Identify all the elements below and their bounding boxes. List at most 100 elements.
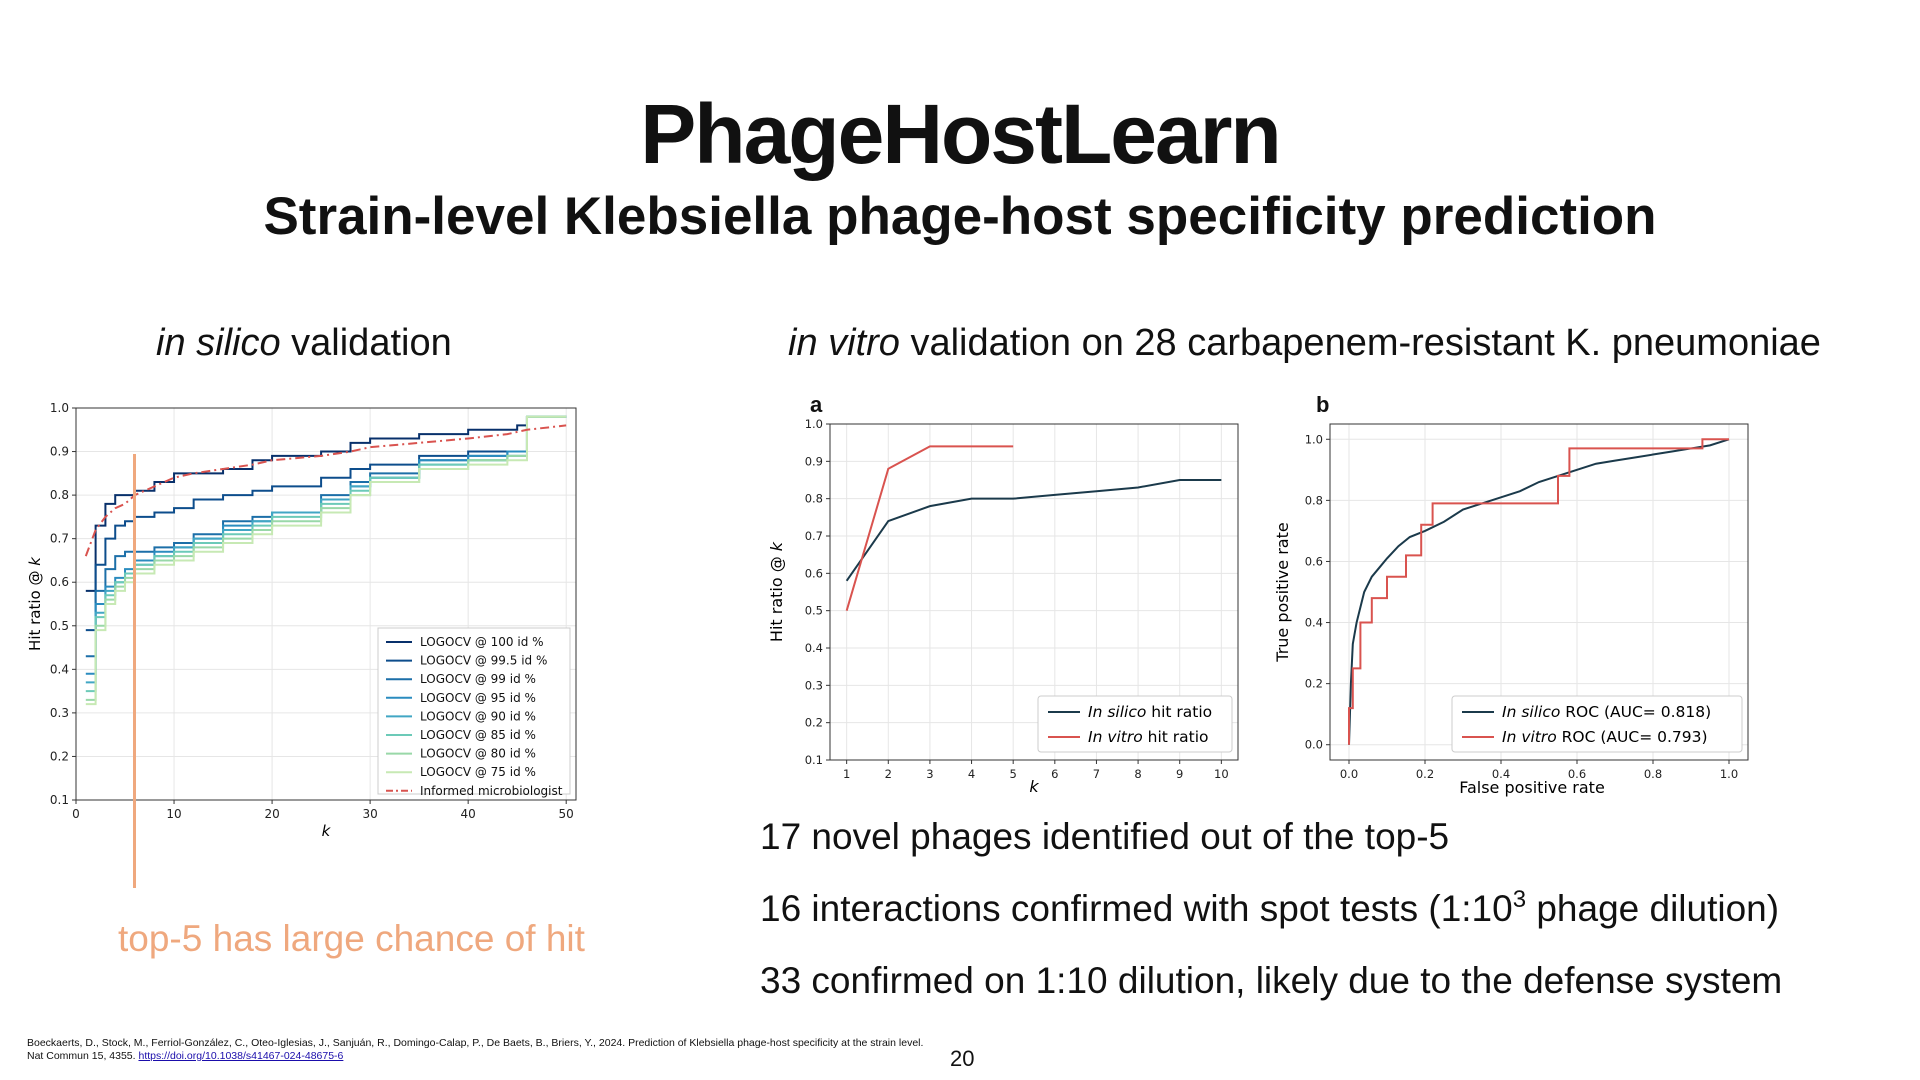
- citation: Boeckaerts, D., Stock, M., Ferriol-Gonzá…: [27, 1037, 927, 1063]
- y-tick-label: 0.5: [805, 604, 823, 618]
- x-tick-label: 50: [559, 807, 574, 821]
- top5-marker-line: [133, 454, 136, 888]
- tick-labels: 1 2 3 4 5 6 7 8 9 10 0.1 0.2 0.3 0.4 0.5 0.6 0.7 0.8 0.9 1.…: [805, 417, 1229, 781]
- y-tick-label: 0.9: [50, 445, 69, 459]
- series-line-0-2: [85, 415, 567, 658]
- x-tick-label: 20: [264, 807, 279, 821]
- y-tick-label: 0.8: [805, 492, 823, 506]
- x-tick-label: 0.4: [1492, 767, 1510, 781]
- y-tick-label: 0.8: [50, 488, 69, 502]
- x-tick-label: 9: [1176, 767, 1183, 781]
- y-tick-label: 0.2: [805, 716, 823, 730]
- y-tick-label: 0.0: [1305, 738, 1323, 752]
- in-vitro-heading-italic: in vitro: [788, 322, 900, 364]
- y-axis-label: Hit ratio @ k: [26, 556, 44, 651]
- chart-legend: LOGOCV @ 100 id % LOGOCV @ 99.5 id % LOGOC…: [377, 627, 571, 798]
- citation-doi-link[interactable]: https://doi.org/10.1038/s41467-024-48675…: [138, 1050, 344, 1062]
- legend-label-in-vitro: In vitro hit ratio: [1088, 728, 1209, 746]
- series-lines: [845, 445, 1222, 611]
- series-line-0-1: [85, 415, 567, 632]
- panel-a-chart: 1 2 3 4 5 6 7 8 9 10 0.1 0.2 0.3 0.4 0.5 0.6 0.7 0.8 0.9 1.…: [767, 417, 1239, 796]
- bullet-spot-tests: 16 interactions confirmed with spot test…: [760, 888, 1780, 929]
- series-line-0-7: [85, 415, 567, 706]
- y-tick-label: 1.0: [50, 401, 69, 415]
- y-tick-label: 0.6: [805, 566, 823, 580]
- legend-label: LOGOCV @ 99.5 id %: [420, 654, 547, 668]
- panel-b-label: b: [1316, 392, 1330, 417]
- legend-label: LOGOCV @ 99 id %: [420, 672, 536, 686]
- plot-frame: [829, 423, 1239, 761]
- x-axis-label: k: [322, 822, 332, 840]
- legend-label: LOGOCV @ 85 id %: [420, 728, 536, 742]
- x-tick-label: 3: [926, 767, 933, 781]
- bullet-novel-phages: 17 novel phages identified out of the to…: [760, 816, 1450, 857]
- y-tick-label: 1.0: [805, 417, 823, 431]
- page-number: 20: [950, 1046, 975, 1071]
- series-line-0-5: [85, 415, 567, 693]
- y-tick-label: 0.2: [50, 749, 69, 763]
- y-tick-label: 1.0: [1305, 432, 1323, 446]
- x-tick-label: 4: [968, 767, 975, 781]
- in-silico-chart: 0 10 20 30 40 50 0.1 0.2 0.3 0.4 0.5 0.6 0.7 0.8 0.9 1.…: [26, 401, 577, 840]
- y-tick-label: 0.7: [805, 529, 823, 543]
- y-tick-label: 0.3: [805, 678, 823, 692]
- y-tick-label: 0.6: [50, 575, 69, 589]
- tick-labels: 0.0 0.2 0.4 0.6 0.8 1.0 0.0 0.2 0.4 0.6 0.8 1.0: [1305, 432, 1738, 781]
- series-line-2-0: [1348, 438, 1730, 745]
- slide-subtitle: Strain-level Klebsiella phage-host speci…: [263, 187, 1657, 246]
- legend-label: LOGOCV @ 90 id %: [420, 709, 536, 723]
- x-tick-label: 10: [1214, 767, 1229, 781]
- legend-box: [1037, 695, 1233, 753]
- bullet-spot-tests-main: 16 interactions confirmed with spot test…: [760, 888, 1513, 929]
- x-tick-label: 1: [843, 767, 850, 781]
- legend-label: LOGOCV @ 100 id %: [420, 635, 544, 649]
- in-silico-heading: in silico validation: [156, 324, 452, 362]
- x-tick-label: 2: [885, 767, 892, 781]
- x-tick-label: 6: [1051, 767, 1058, 781]
- chart-grid: [1330, 424, 1748, 760]
- bullet-dilution: 33 confirmed on 1:10 dilution, likely du…: [760, 960, 1783, 1001]
- bullet-spot-tests-exponent: 3: [1512, 886, 1527, 913]
- x-tick-label: 0.2: [1416, 767, 1434, 781]
- y-tick-label: 0.5: [50, 619, 69, 633]
- legend-label: LOGOCV @ 95 id %: [420, 691, 536, 705]
- y-tick-label: 0.4: [50, 662, 69, 676]
- x-tick-label: 30: [362, 807, 377, 821]
- y-tick-label: 0.7: [50, 532, 69, 546]
- plot-frame: [75, 407, 577, 801]
- x-tick-label: 8: [1134, 767, 1141, 781]
- y-tick-label: 0.4: [1305, 616, 1323, 630]
- tick-labels: 0 10 20 30 40 50 0.1 0.2 0.3 0.4 0.5 0.6 0.7 0.8 0.9 1.…: [50, 401, 574, 821]
- bullet-spot-tests-tail: phage dilution): [1526, 888, 1780, 929]
- x-tick-label: 5: [1010, 767, 1017, 781]
- in-vitro-heading: in vitro validation on 28 carbapenem-res…: [788, 324, 1821, 362]
- x-tick-label: 0: [72, 807, 80, 821]
- x-tick-label: 0.0: [1340, 767, 1358, 781]
- x-tick-label: 1.0: [1720, 767, 1738, 781]
- citation-text: Boeckaerts, D., Stock, M., Ferriol-Gonzá…: [27, 1037, 924, 1062]
- y-tick-label: 0.6: [1305, 554, 1323, 568]
- top5-callout: top-5 has large chance of hit: [118, 918, 585, 959]
- chart-legend: In silico hit ratio In vitro hit ratio: [1037, 695, 1233, 753]
- y-tick-label: 0.2: [1305, 677, 1323, 691]
- panel-b-chart: 0.0 0.2 0.4 0.6 0.8 1.0 0.0 0.2 0.4 0.6 0.8 1.0 Fal…: [1273, 423, 1749, 797]
- chart-legend: In silico ROC (AUC= 0.818) In vitro ROC …: [1451, 695, 1743, 753]
- x-tick-label: 0.6: [1568, 767, 1586, 781]
- panel-a-label: a: [810, 392, 823, 417]
- x-tick-label: 40: [461, 807, 476, 821]
- y-axis-label: Hit ratio @ k: [767, 541, 786, 642]
- series-line-0-3: [85, 415, 567, 675]
- legend-label-in-silico: In silico hit ratio: [1088, 703, 1212, 721]
- series-line-0-8: [84, 424, 567, 557]
- x-axis-label: False positive rate: [1459, 778, 1605, 797]
- legend-box: [377, 627, 571, 795]
- y-tick-label: 0.4: [805, 641, 823, 655]
- plot-frame: [1329, 423, 1749, 761]
- y-tick-label: 0.3: [50, 706, 69, 720]
- y-tick-label: 0.1: [50, 793, 69, 807]
- x-tick-label: 7: [1093, 767, 1100, 781]
- legend-label: Informed microbiologist: [420, 784, 563, 798]
- in-vitro-heading-rest: validation on 28 carbapenem-resistant K.…: [899, 322, 1821, 364]
- legend-label-in-vitro: In vitro ROC (AUC= 0.793): [1502, 728, 1708, 746]
- slide-title: PhageHostLearn: [640, 87, 1282, 181]
